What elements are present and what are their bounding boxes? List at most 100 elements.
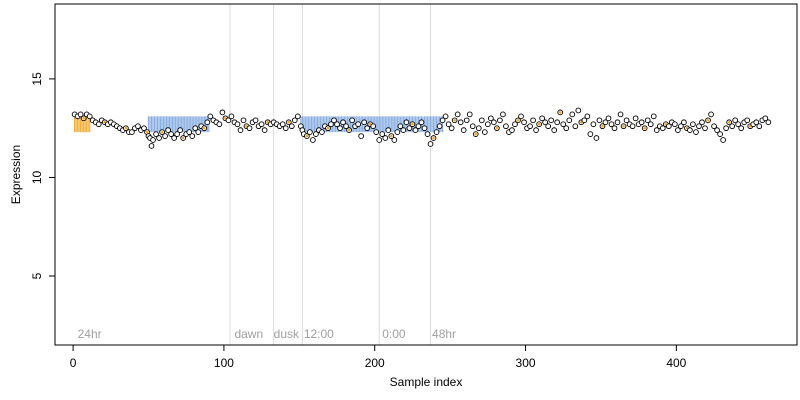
indicator-bar bbox=[169, 116, 171, 133]
data-point bbox=[129, 129, 135, 135]
data-point bbox=[539, 115, 545, 122]
data-point-accent bbox=[558, 111, 562, 114]
data-point-accent bbox=[326, 126, 330, 130]
indicator-bar bbox=[384, 116, 386, 133]
data-point bbox=[518, 113, 524, 120]
data-point bbox=[415, 123, 422, 130]
data-point bbox=[421, 125, 428, 132]
y-tick-label: 5 bbox=[30, 272, 44, 279]
data-point bbox=[690, 121, 696, 128]
indicator-bar bbox=[162, 116, 165, 133]
indicator-bar bbox=[196, 116, 198, 133]
indicator-bar bbox=[78, 116, 80, 133]
data-point bbox=[678, 123, 684, 130]
data-point bbox=[632, 115, 639, 122]
data-point-accent bbox=[411, 122, 414, 126]
indicator-bar bbox=[156, 116, 159, 133]
indicator-bar bbox=[390, 116, 392, 133]
data-point-accent bbox=[390, 134, 393, 138]
data-point bbox=[614, 119, 621, 126]
indicator-bar bbox=[194, 116, 196, 133]
data-point bbox=[355, 121, 361, 128]
indicator-bar bbox=[348, 116, 350, 133]
data-point bbox=[708, 111, 714, 118]
data-point bbox=[702, 125, 708, 132]
data-point bbox=[385, 127, 392, 134]
data-point bbox=[313, 131, 319, 137]
data-point bbox=[228, 113, 235, 120]
data-point bbox=[644, 117, 651, 124]
data-point bbox=[575, 107, 582, 114]
data-point bbox=[530, 117, 536, 124]
indicator-bar bbox=[182, 116, 184, 133]
indicator-bar bbox=[310, 116, 312, 133]
data-point bbox=[584, 113, 591, 120]
data-point bbox=[340, 119, 346, 126]
data-point bbox=[548, 117, 555, 124]
data-point bbox=[491, 119, 497, 126]
indicator-bar bbox=[360, 116, 362, 133]
indicator-bar bbox=[149, 116, 151, 133]
indicator-bar bbox=[197, 116, 199, 133]
indicator-bar bbox=[159, 116, 162, 133]
x-tick-label: 300 bbox=[516, 356, 536, 370]
indicator-bar bbox=[193, 116, 195, 133]
indicator-bar bbox=[84, 116, 86, 133]
data-point bbox=[174, 131, 181, 137]
data-point bbox=[587, 131, 594, 137]
data-point bbox=[729, 123, 736, 130]
data-point bbox=[207, 113, 214, 120]
indicator-bar bbox=[377, 116, 379, 133]
data-point bbox=[288, 123, 295, 130]
data-point bbox=[361, 119, 368, 126]
data-point bbox=[406, 125, 413, 132]
data-point bbox=[723, 125, 729, 132]
data-point bbox=[503, 123, 509, 130]
y-axis: 5 10 15 bbox=[30, 72, 55, 279]
data-point bbox=[86, 113, 93, 120]
data-point bbox=[590, 121, 597, 128]
data-point bbox=[219, 109, 226, 116]
data-point bbox=[581, 117, 588, 124]
data-point bbox=[397, 123, 404, 130]
data-point bbox=[521, 119, 527, 126]
data-point bbox=[171, 135, 177, 141]
indicator-bar bbox=[150, 116, 153, 133]
data-point bbox=[331, 117, 337, 124]
plot-frame bbox=[54, 3, 798, 346]
data-point bbox=[732, 117, 739, 124]
data-point bbox=[687, 127, 693, 134]
indicator-bar bbox=[86, 116, 88, 133]
data-point bbox=[744, 117, 751, 124]
data-point bbox=[545, 123, 552, 130]
indicator-bar bbox=[147, 116, 150, 133]
data-point bbox=[195, 129, 202, 135]
indicator-bar bbox=[77, 116, 79, 133]
indicator-bar bbox=[431, 116, 433, 133]
indicator-bar bbox=[395, 116, 397, 133]
x-tick-label: 0 bbox=[70, 356, 77, 370]
indicator-bar bbox=[315, 116, 317, 133]
data-point bbox=[135, 123, 141, 130]
data-point bbox=[714, 127, 720, 134]
data-point bbox=[436, 123, 443, 130]
data-point bbox=[382, 135, 389, 141]
data-point bbox=[319, 129, 325, 135]
x-tick-label: 400 bbox=[666, 356, 686, 370]
data-point bbox=[608, 121, 615, 128]
indicator-bar bbox=[87, 116, 89, 133]
data-point bbox=[261, 127, 268, 134]
data-point bbox=[675, 127, 681, 134]
data-point bbox=[439, 117, 446, 124]
data-point bbox=[720, 137, 726, 143]
indicator-bar bbox=[172, 116, 174, 133]
data-point bbox=[141, 125, 147, 132]
data-point bbox=[487, 115, 494, 122]
data-point bbox=[156, 135, 162, 141]
indicator-bar bbox=[83, 116, 85, 133]
indicator-bar bbox=[383, 116, 385, 133]
data-point bbox=[412, 127, 419, 134]
indicator-bar bbox=[423, 116, 426, 133]
data-point bbox=[225, 117, 232, 124]
data-point bbox=[162, 133, 168, 139]
